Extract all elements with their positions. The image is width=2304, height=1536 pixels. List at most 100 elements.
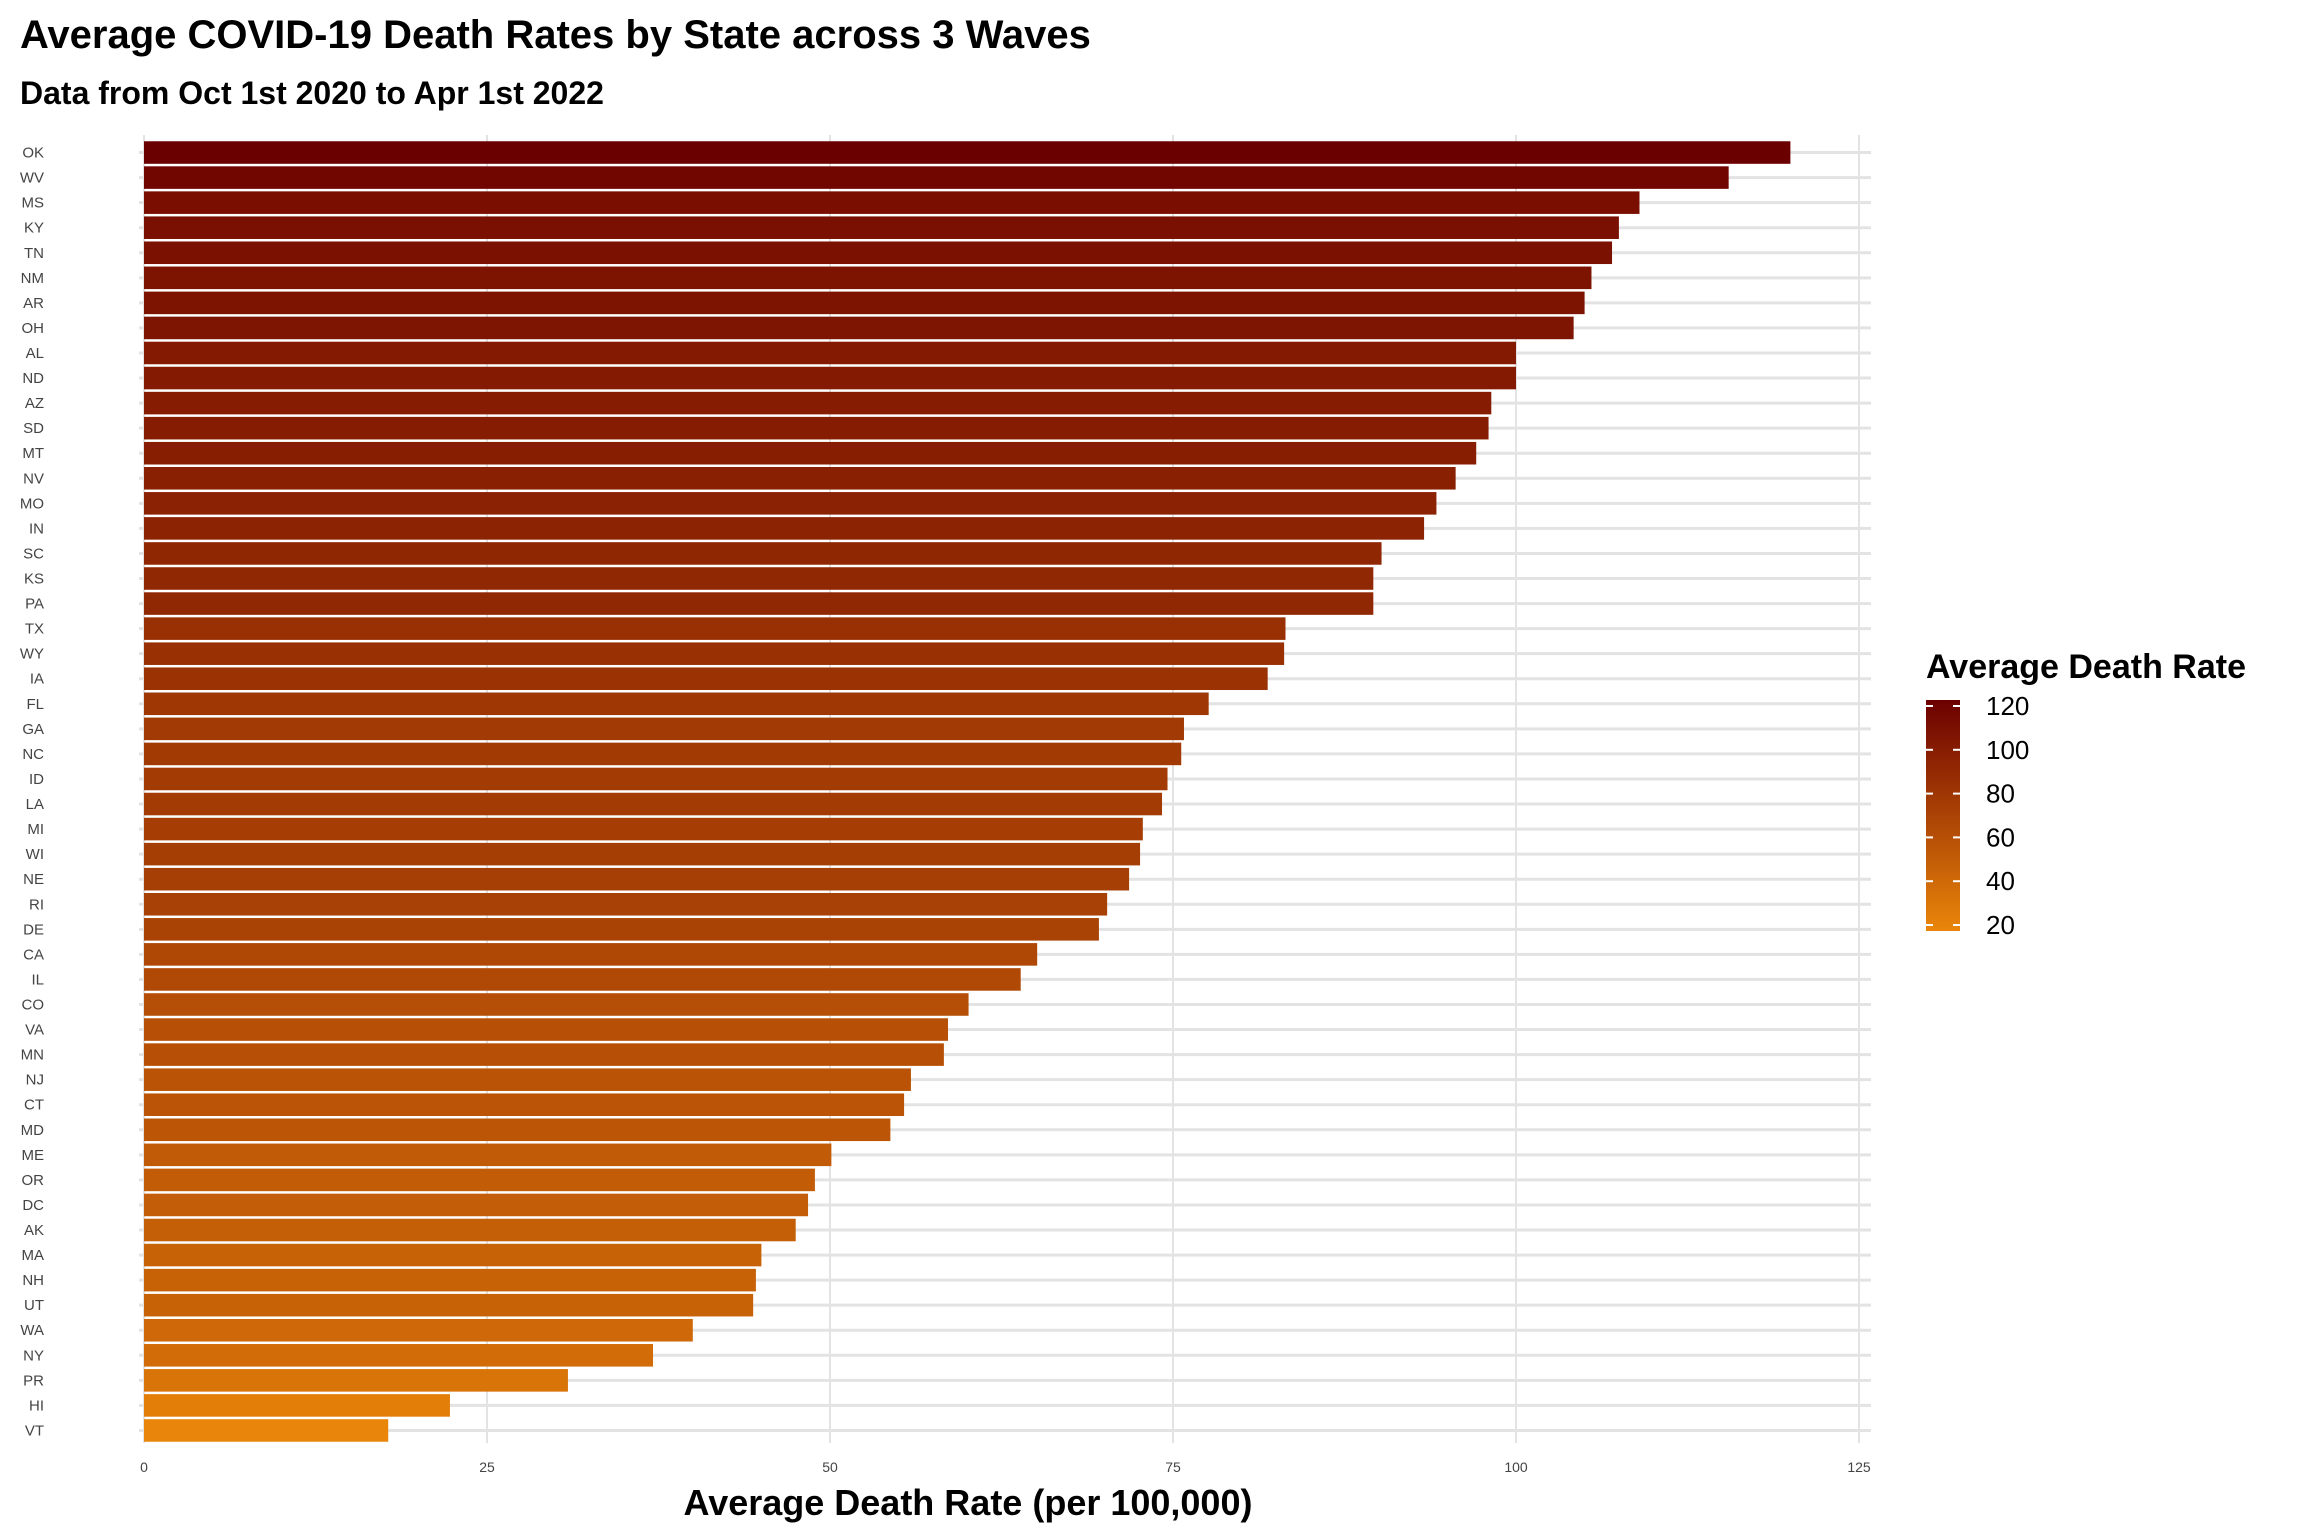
y-tick-label: FL xyxy=(26,696,44,713)
y-tick-label: NJ xyxy=(26,1072,44,1089)
bar-me xyxy=(144,1143,832,1167)
bar-mi xyxy=(144,817,1143,841)
y-tick-label: HI xyxy=(29,1397,44,1414)
legend-tick-label: 40 xyxy=(1986,866,2015,896)
bar-tn xyxy=(144,241,1613,265)
chart-title: Average COVID-19 Death Rates by State ac… xyxy=(20,13,1091,57)
y-tick-label: TX xyxy=(25,621,44,638)
y-tick-label: DE xyxy=(23,921,44,938)
y-tick-label: SD xyxy=(23,420,44,437)
y-tick-label: PR xyxy=(23,1372,44,1389)
bar-oh xyxy=(144,316,1574,340)
legend-ticks: 120 100 80 60 40 20 xyxy=(1926,691,2029,940)
y-tick-label: IA xyxy=(30,671,44,688)
y-tick-label: NC xyxy=(22,746,44,763)
legend: Average Death Rate 120 100 80 60 40 20 xyxy=(1926,648,2246,940)
bar-al xyxy=(144,341,1516,365)
x-tick-label: 75 xyxy=(1165,1459,1181,1475)
x-tick-label: 50 xyxy=(822,1459,838,1475)
legend-tick-label: 60 xyxy=(1986,822,2015,852)
y-tick-label: ID xyxy=(29,771,44,788)
bars xyxy=(144,141,1791,1442)
y-tick-label: WI xyxy=(26,846,44,863)
y-tick-label: IL xyxy=(31,971,44,988)
bar-vt xyxy=(144,1419,389,1442)
bar-mo xyxy=(144,492,1437,515)
y-tick-label: ME xyxy=(22,1147,45,1164)
bar-pa xyxy=(144,592,1374,615)
y-tick-label: DC xyxy=(22,1197,44,1214)
bar-nd xyxy=(144,366,1516,390)
y-tick-label: MO xyxy=(20,495,44,512)
y-tick-label: WA xyxy=(20,1322,44,1339)
bar-mn xyxy=(144,1043,944,1066)
y-tick-label: MN xyxy=(21,1047,44,1064)
y-tick-label: UT xyxy=(24,1297,44,1314)
y-tick-label: OK xyxy=(22,145,44,162)
y-tick-label: NV xyxy=(23,470,44,487)
y-tick-label: MA xyxy=(22,1247,45,1264)
bar-nc xyxy=(144,742,1182,766)
bar-tx xyxy=(144,617,1286,640)
bar-ks xyxy=(144,567,1374,590)
bar-wy xyxy=(144,642,1285,665)
y-tick-label: KS xyxy=(24,571,44,588)
y-tick-label: VT xyxy=(25,1422,44,1439)
bar-pr xyxy=(144,1369,568,1392)
bar-il xyxy=(144,968,1021,991)
bar-nm xyxy=(144,266,1592,290)
bar-ct xyxy=(144,1093,905,1116)
bar-mt xyxy=(144,441,1477,465)
y-tick-label: KY xyxy=(24,220,44,237)
y-tick-label: MI xyxy=(27,821,44,838)
bar-nj xyxy=(144,1068,911,1091)
bar-ri xyxy=(144,892,1108,916)
x-tick-label: 100 xyxy=(1504,1459,1528,1475)
bar-ar xyxy=(144,291,1585,315)
bar-va xyxy=(144,1018,948,1041)
y-tick-label: PA xyxy=(25,596,44,613)
y-tick-label: WV xyxy=(20,170,44,187)
chart-subtitle: Data from Oct 1st 2020 to Apr 1st 2022 xyxy=(20,75,604,111)
bar-hi xyxy=(144,1394,450,1417)
y-tick-label: MS xyxy=(22,195,45,212)
x-axis-label: Average Death Rate (per 100,000) xyxy=(684,1482,1253,1523)
x-tick-label: 0 xyxy=(140,1459,148,1475)
y-tick-label: AL xyxy=(26,345,44,362)
legend-tick-label: 100 xyxy=(1986,735,2029,765)
bar-ky xyxy=(144,216,1619,239)
legend-title: Average Death Rate xyxy=(1926,648,2246,686)
x-tick-label: 25 xyxy=(479,1459,495,1475)
bar-nv xyxy=(144,467,1456,490)
x-tick-label: 125 xyxy=(1847,1459,1871,1475)
x-tick-labels: 0 25 50 75 100 125 xyxy=(140,1459,1871,1475)
legend-tick-label: 80 xyxy=(1986,779,2015,809)
y-tick-labels: OK WV MS KY TN NM AR OH AL ND AZ SD MT NV MO IN SC KS PA TX… xyxy=(20,145,44,1440)
bar-ms xyxy=(144,191,1640,214)
y-tick-label: CA xyxy=(23,946,44,963)
bar-ut xyxy=(144,1293,754,1317)
bar-sc xyxy=(144,542,1382,565)
bar-ia xyxy=(144,667,1268,691)
y-tick-label: AZ xyxy=(25,395,44,412)
legend-colorbar xyxy=(1926,700,1960,931)
y-tick-label: AR xyxy=(23,295,44,312)
bar-co xyxy=(144,993,969,1016)
y-tick-label: CT xyxy=(24,1097,44,1114)
y-tick-label: MT xyxy=(22,445,44,462)
bar-ca xyxy=(144,943,1038,966)
y-tick-label: NY xyxy=(23,1347,44,1364)
y-tick-label: SC xyxy=(23,545,44,562)
bar-dc xyxy=(144,1193,809,1217)
y-tick-label: VA xyxy=(25,1022,44,1039)
y-tick-label: RI xyxy=(29,896,44,913)
y-tick-label: OH xyxy=(22,320,45,337)
bar-wv xyxy=(144,166,1729,189)
bar-id xyxy=(144,767,1168,791)
bar-ma xyxy=(144,1243,762,1267)
bar-ne xyxy=(144,867,1130,891)
y-tick-label: WY xyxy=(20,646,44,663)
bar-sd xyxy=(144,416,1489,440)
bar-ak xyxy=(144,1218,796,1242)
y-tick-label: LA xyxy=(26,796,44,813)
